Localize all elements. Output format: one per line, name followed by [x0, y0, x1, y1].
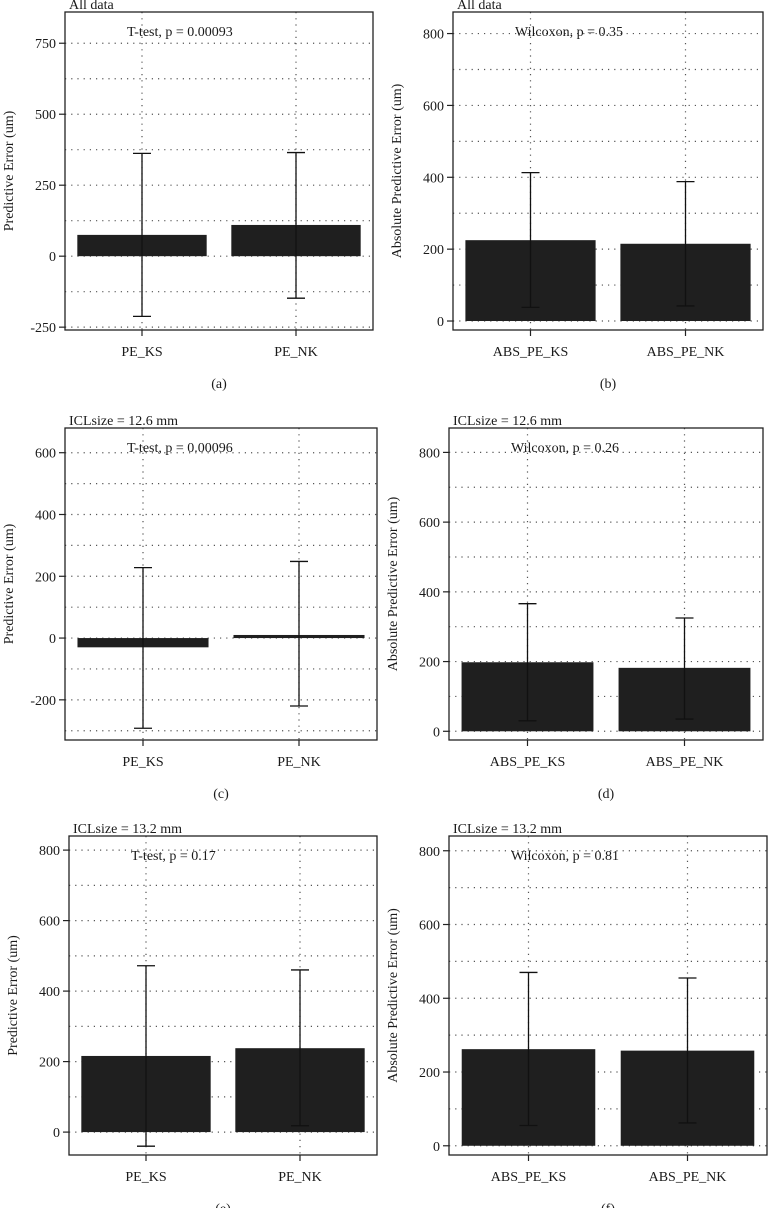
x-tick-label: ABS_PE_NK	[646, 755, 724, 770]
error-bar-abs_pe_nk	[676, 180, 695, 307]
y-tick-label: 400	[39, 985, 60, 1000]
x-tick-label: PE_NK	[274, 345, 318, 360]
chart-title: ICLsize = 13.2 mm	[73, 822, 182, 837]
panel-label: (d)	[598, 787, 615, 802]
y-tick-label: 400	[35, 508, 56, 523]
y-tick-label: 200	[39, 1056, 60, 1071]
y-tick-label: 600	[39, 915, 60, 930]
chart-panel-e: 0 200 400 600 800 PE_KS PE_NK Predictive Error …	[6, 822, 378, 1208]
x-tick-label: PE_KS	[122, 755, 163, 770]
y-axis-label: Absolute Predictive Error (um)	[390, 83, 405, 258]
error-bar-abs_pe_nk	[675, 617, 694, 720]
x-tick-label: ABS_PE_KS	[493, 345, 568, 360]
error-bar-pe_nk	[291, 969, 309, 1127]
y-tick-label: 800	[39, 844, 60, 859]
grid-lines	[453, 12, 763, 330]
stat-annotation: T-test, p = 0.17	[131, 849, 216, 864]
y-tick-label: 600	[423, 99, 444, 114]
error-bar-abs_pe_ks	[521, 171, 540, 309]
panel-label: (c)	[213, 787, 229, 802]
grid-lines	[449, 428, 763, 740]
error-bar-pe_ks	[134, 566, 152, 729]
chart-panel-c: -200 0 200 400 600 PE_KS PE_NK Predictive Error…	[2, 414, 378, 802]
chart-panel-a: -250 0 250 500 750 PE_KS PE_NK Predictive Error…	[2, 0, 374, 392]
y-tick-label: 600	[419, 919, 440, 934]
y-axis-label: Absolute Predictive Error (um)	[386, 496, 401, 671]
x-tick-label: ABS_PE_NK	[649, 1170, 727, 1185]
y-tick-label: -250	[30, 321, 56, 336]
x-tick-label: ABS_PE_NK	[647, 345, 725, 360]
error-bar-pe_nk	[287, 151, 305, 299]
stat-annotation: T-test, p = 0.00093	[127, 25, 233, 40]
x-tick-label: PE_KS	[125, 1170, 166, 1185]
x-tick-label: ABS_PE_KS	[490, 755, 565, 770]
error-bar-abs_pe_ks	[519, 971, 538, 1127]
y-tick-label: 0	[53, 1126, 60, 1141]
plot-frame	[64, 11, 374, 331]
chart-panel-f: 0 200 400 600 800 ABS_PE_KS ABS_PE_NK Absolute …	[386, 822, 768, 1208]
y-tick-label: 500	[35, 108, 56, 123]
x-tick-label: PE_NK	[278, 1170, 322, 1185]
y-tick-label: 0	[49, 632, 56, 647]
stat-annotation: Wilcoxon, p = 0.81	[511, 849, 619, 864]
plot-frame	[448, 427, 764, 741]
y-tick-label: 200	[419, 656, 440, 671]
y-tick-label: 400	[419, 586, 440, 601]
chart-panel-d: 0 200 400 600 800 ABS_PE_KS ABS_PE_NK Absolute …	[386, 414, 764, 802]
y-tick-label: 200	[423, 243, 444, 258]
chart-panel-b: 0 200 400 600 800 ABS_PE_KS ABS_PE_NK Absolute …	[390, 0, 764, 392]
error-bar-pe_ks	[133, 152, 151, 318]
chart-title: ICLsize = 12.6 mm	[453, 414, 562, 429]
error-bar-abs_pe_ks	[518, 603, 537, 722]
y-tick-label: 0	[433, 725, 440, 740]
panel-label: (f)	[601, 1202, 615, 1208]
y-axis-label: Absolute Predictive Error (um)	[386, 908, 401, 1083]
stat-annotation: Wilcoxon, p = 0.26	[511, 441, 619, 456]
y-tick-label: 800	[423, 28, 444, 43]
y-axis-label: Predictive Error (um)	[6, 935, 21, 1056]
x-tick-label: PE_NK	[277, 755, 321, 770]
y-axis-label: Predictive Error (um)	[2, 523, 17, 644]
y-tick-label: 800	[419, 446, 440, 461]
panel-label: (b)	[600, 377, 617, 392]
plot-frame	[448, 835, 768, 1156]
grid-lines	[65, 12, 373, 330]
plot-frame	[68, 835, 378, 1156]
plot-frame	[452, 11, 764, 331]
y-tick-label: 200	[419, 1066, 440, 1081]
x-tick-label: PE_KS	[121, 345, 162, 360]
y-tick-label: 400	[419, 992, 440, 1007]
y-tick-label: 0	[437, 315, 444, 330]
stat-annotation: Wilcoxon, p = 0.35	[515, 25, 623, 40]
chart-title: ICLsize = 12.6 mm	[69, 414, 178, 429]
y-tick-label: 600	[419, 516, 440, 531]
panel-label: (e)	[215, 1202, 231, 1208]
y-tick-label: 200	[35, 570, 56, 585]
y-tick-label: 0	[49, 250, 56, 265]
x-tick-label: ABS_PE_KS	[491, 1170, 566, 1185]
stat-annotation: T-test, p = 0.00096	[127, 441, 233, 456]
y-tick-label: 0	[433, 1140, 440, 1155]
error-bar-pe_nk	[290, 560, 308, 707]
y-tick-label: 400	[423, 171, 444, 186]
error-bar-abs_pe_nk	[678, 977, 697, 1124]
y-tick-label: 600	[35, 447, 56, 462]
panel-label: (a)	[211, 377, 227, 392]
plot-frame	[64, 427, 378, 741]
y-tick-label: 800	[419, 845, 440, 860]
y-axis-label: Predictive Error (um)	[2, 110, 17, 231]
y-tick-label: 250	[35, 179, 56, 194]
chart-title: ICLsize = 13.2 mm	[453, 822, 562, 837]
error-bar-pe_ks	[137, 965, 155, 1147]
grid-lines	[65, 428, 377, 740]
y-tick-label: -200	[30, 694, 56, 709]
chart-title: All data	[69, 0, 114, 13]
y-tick-label: 750	[35, 37, 56, 52]
chart-title: All data	[457, 0, 502, 13]
